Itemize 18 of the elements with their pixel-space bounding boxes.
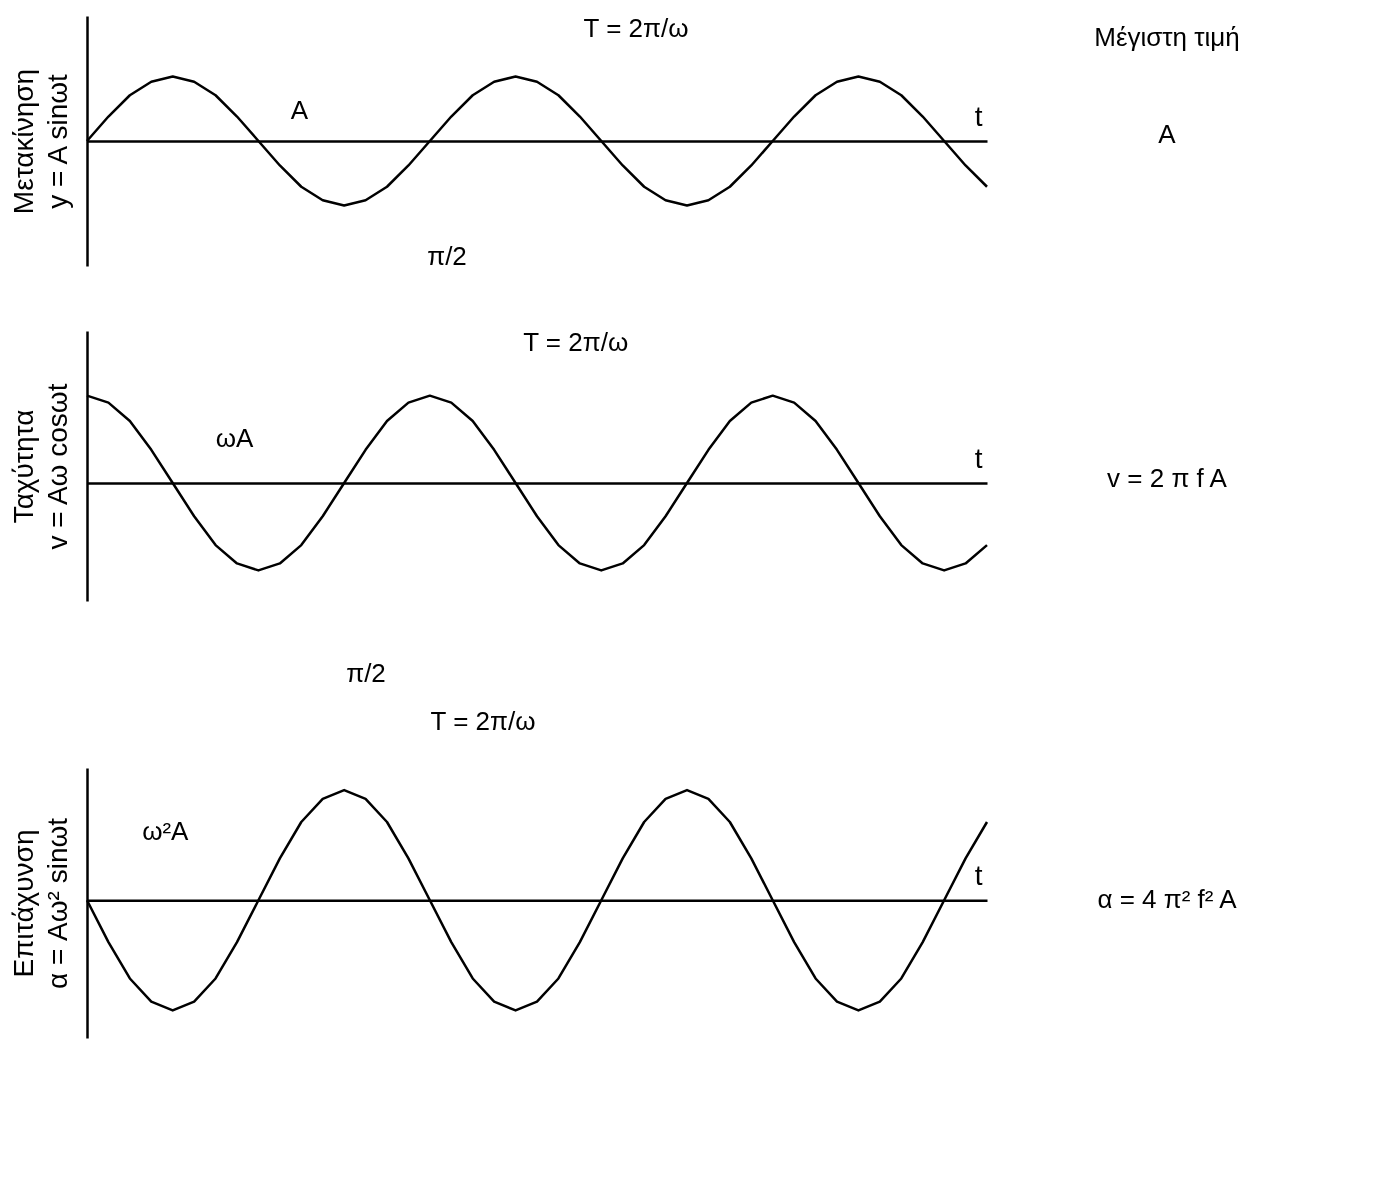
x-axis-title: t: [974, 442, 983, 474]
text: T = 2π/ω: [430, 705, 536, 736]
x-axis-title: t: [974, 859, 983, 891]
text: π/2: [427, 240, 467, 271]
annotation: A: [290, 94, 309, 125]
text: A: [1158, 118, 1177, 149]
text: T = 2π/ω: [523, 327, 629, 358]
text: π/2: [346, 658, 386, 689]
x-axis-title: t: [974, 100, 983, 132]
annotation: ωA: [215, 423, 255, 454]
text: Μέγιστη τιμή: [1094, 21, 1240, 52]
text: v = 2 π f A: [1107, 462, 1228, 493]
text: T = 2π/ω: [583, 12, 689, 43]
annotation: ω²A: [142, 815, 190, 846]
text: α = 4 π² f² A: [1097, 884, 1238, 915]
y-axis-title: Επιτάχυνση α = Aω² sinωt: [7, 817, 73, 990]
y-axis-title: Μετακίνηση y = A sinωt: [7, 68, 73, 215]
y-axis-title: Ταχύτητα v = Aω cosωt: [7, 383, 73, 550]
